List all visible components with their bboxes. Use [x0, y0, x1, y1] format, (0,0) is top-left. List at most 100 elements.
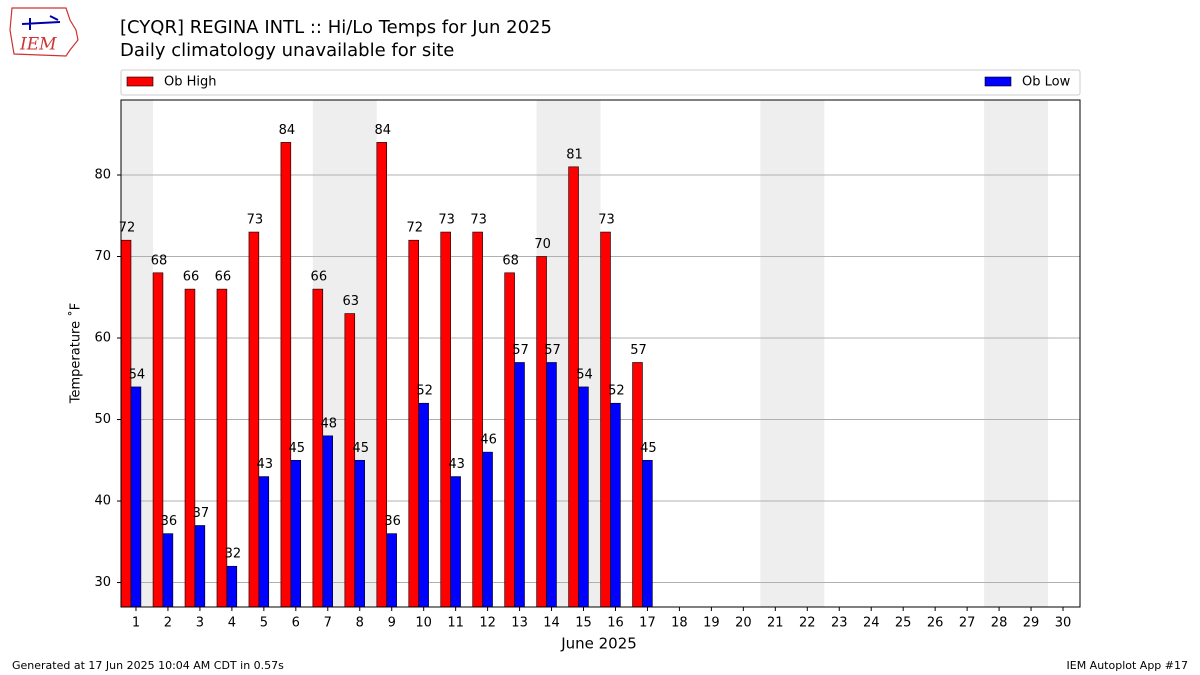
- data-label: 52: [416, 384, 433, 399]
- x-tick-label: 4: [228, 616, 236, 631]
- data-label: 45: [288, 441, 305, 456]
- bar: [130, 386, 142, 608]
- chart-subtitle: Daily climatology unavailable for site: [120, 40, 454, 61]
- bar: [472, 231, 483, 608]
- data-label: 66: [183, 270, 200, 285]
- bar: [248, 231, 260, 608]
- bar: [418, 402, 429, 608]
- bar: [600, 231, 611, 608]
- x-tick-label: 22: [799, 616, 816, 631]
- bar: [152, 272, 164, 608]
- data-label: 73: [438, 213, 455, 228]
- data-label: 52: [608, 384, 625, 399]
- x-tick-label: 21: [767, 616, 784, 631]
- legend-label: Ob High: [164, 75, 217, 90]
- bar: [344, 313, 356, 608]
- bar: [184, 288, 196, 608]
- data-label: 32: [225, 547, 242, 562]
- bar: [546, 362, 557, 608]
- data-label: 36: [161, 514, 178, 529]
- x-tick-label: 7: [324, 616, 332, 631]
- y-tick-label: 30: [94, 575, 111, 590]
- x-tick-label: 1: [132, 616, 140, 631]
- x-tick-label: 6: [292, 616, 300, 631]
- bar: [450, 476, 461, 608]
- data-label: 48: [320, 416, 337, 431]
- x-tick-label: 20: [735, 616, 752, 631]
- data-label: 73: [598, 213, 615, 228]
- x-tick-label: 10: [415, 616, 432, 631]
- data-label: 57: [512, 343, 529, 358]
- bar: [440, 231, 451, 608]
- bar: [376, 142, 388, 608]
- x-tick-label: 23: [831, 616, 848, 631]
- bar: [536, 256, 547, 608]
- footer-right: IEM Autoplot App #17: [1067, 659, 1189, 672]
- data-label: 45: [640, 441, 657, 456]
- data-label: 72: [119, 221, 136, 236]
- x-tick-label: 28: [991, 616, 1008, 631]
- data-label: 68: [502, 253, 519, 268]
- x-tick-label: 15: [575, 616, 592, 631]
- x-tick-label: 9: [388, 616, 396, 631]
- bar: [578, 386, 589, 608]
- x-tick-label: 24: [863, 616, 880, 631]
- data-label: 73: [247, 213, 264, 228]
- x-tick-label: 16: [607, 616, 624, 631]
- bar: [504, 272, 515, 608]
- weekend-shade: [984, 100, 1049, 607]
- data-label: 66: [215, 270, 232, 285]
- data-label: 45: [352, 441, 369, 456]
- bar: [322, 435, 333, 608]
- x-tick-label: 27: [959, 616, 976, 631]
- data-label: 68: [151, 253, 168, 268]
- data-label: 66: [311, 270, 328, 285]
- weekend-shade: [760, 100, 825, 607]
- bar: [290, 459, 302, 608]
- data-label: 72: [406, 221, 423, 236]
- legend-swatch: [984, 76, 1012, 87]
- x-tick-label: 14: [543, 616, 560, 631]
- bar: [514, 362, 525, 608]
- y-tick-label: 70: [94, 249, 111, 264]
- data-label: 70: [534, 237, 551, 252]
- x-tick-label: 26: [927, 616, 944, 631]
- data-label: 36: [384, 514, 401, 529]
- bar: [386, 533, 397, 608]
- bar: [312, 288, 324, 608]
- data-label: 63: [343, 294, 360, 309]
- x-axis-label: June 2025: [560, 635, 637, 653]
- bar: [258, 476, 270, 608]
- x-tick-label: 13: [511, 616, 528, 631]
- x-tick-label: 8: [356, 616, 364, 631]
- logo: IEM: [9, 7, 79, 57]
- logo-text: IEM: [19, 35, 57, 55]
- legend-label: Ob Low: [1022, 75, 1071, 90]
- logo-outline: [9, 7, 79, 57]
- x-tick-label: 3: [196, 616, 204, 631]
- x-tick-label: 25: [895, 616, 912, 631]
- bar: [354, 459, 365, 608]
- data-label: 46: [480, 433, 497, 448]
- bar: [642, 459, 653, 608]
- footer-left: Generated at 17 Jun 2025 10:04 AM CDT in…: [12, 659, 284, 672]
- x-tick-label: 18: [671, 616, 688, 631]
- bar: [194, 525, 206, 608]
- x-tick-label: 12: [479, 616, 496, 631]
- y-axis-label: Temperature ˚F: [68, 303, 84, 404]
- data-label: 57: [630, 343, 647, 358]
- data-label: 37: [193, 506, 210, 521]
- bar: [162, 533, 174, 608]
- bar: [280, 142, 292, 608]
- x-tick-label: 17: [639, 616, 656, 631]
- legend-box: [120, 69, 1081, 96]
- x-tick-label: 30: [1055, 616, 1072, 631]
- data-label: 43: [257, 457, 274, 472]
- plot-frame: [120, 99, 1081, 608]
- legend-swatch: [126, 76, 154, 87]
- bar: [610, 402, 621, 608]
- y-tick-label: 40: [94, 494, 111, 509]
- data-label: 43: [448, 457, 465, 472]
- data-label: 54: [576, 367, 593, 382]
